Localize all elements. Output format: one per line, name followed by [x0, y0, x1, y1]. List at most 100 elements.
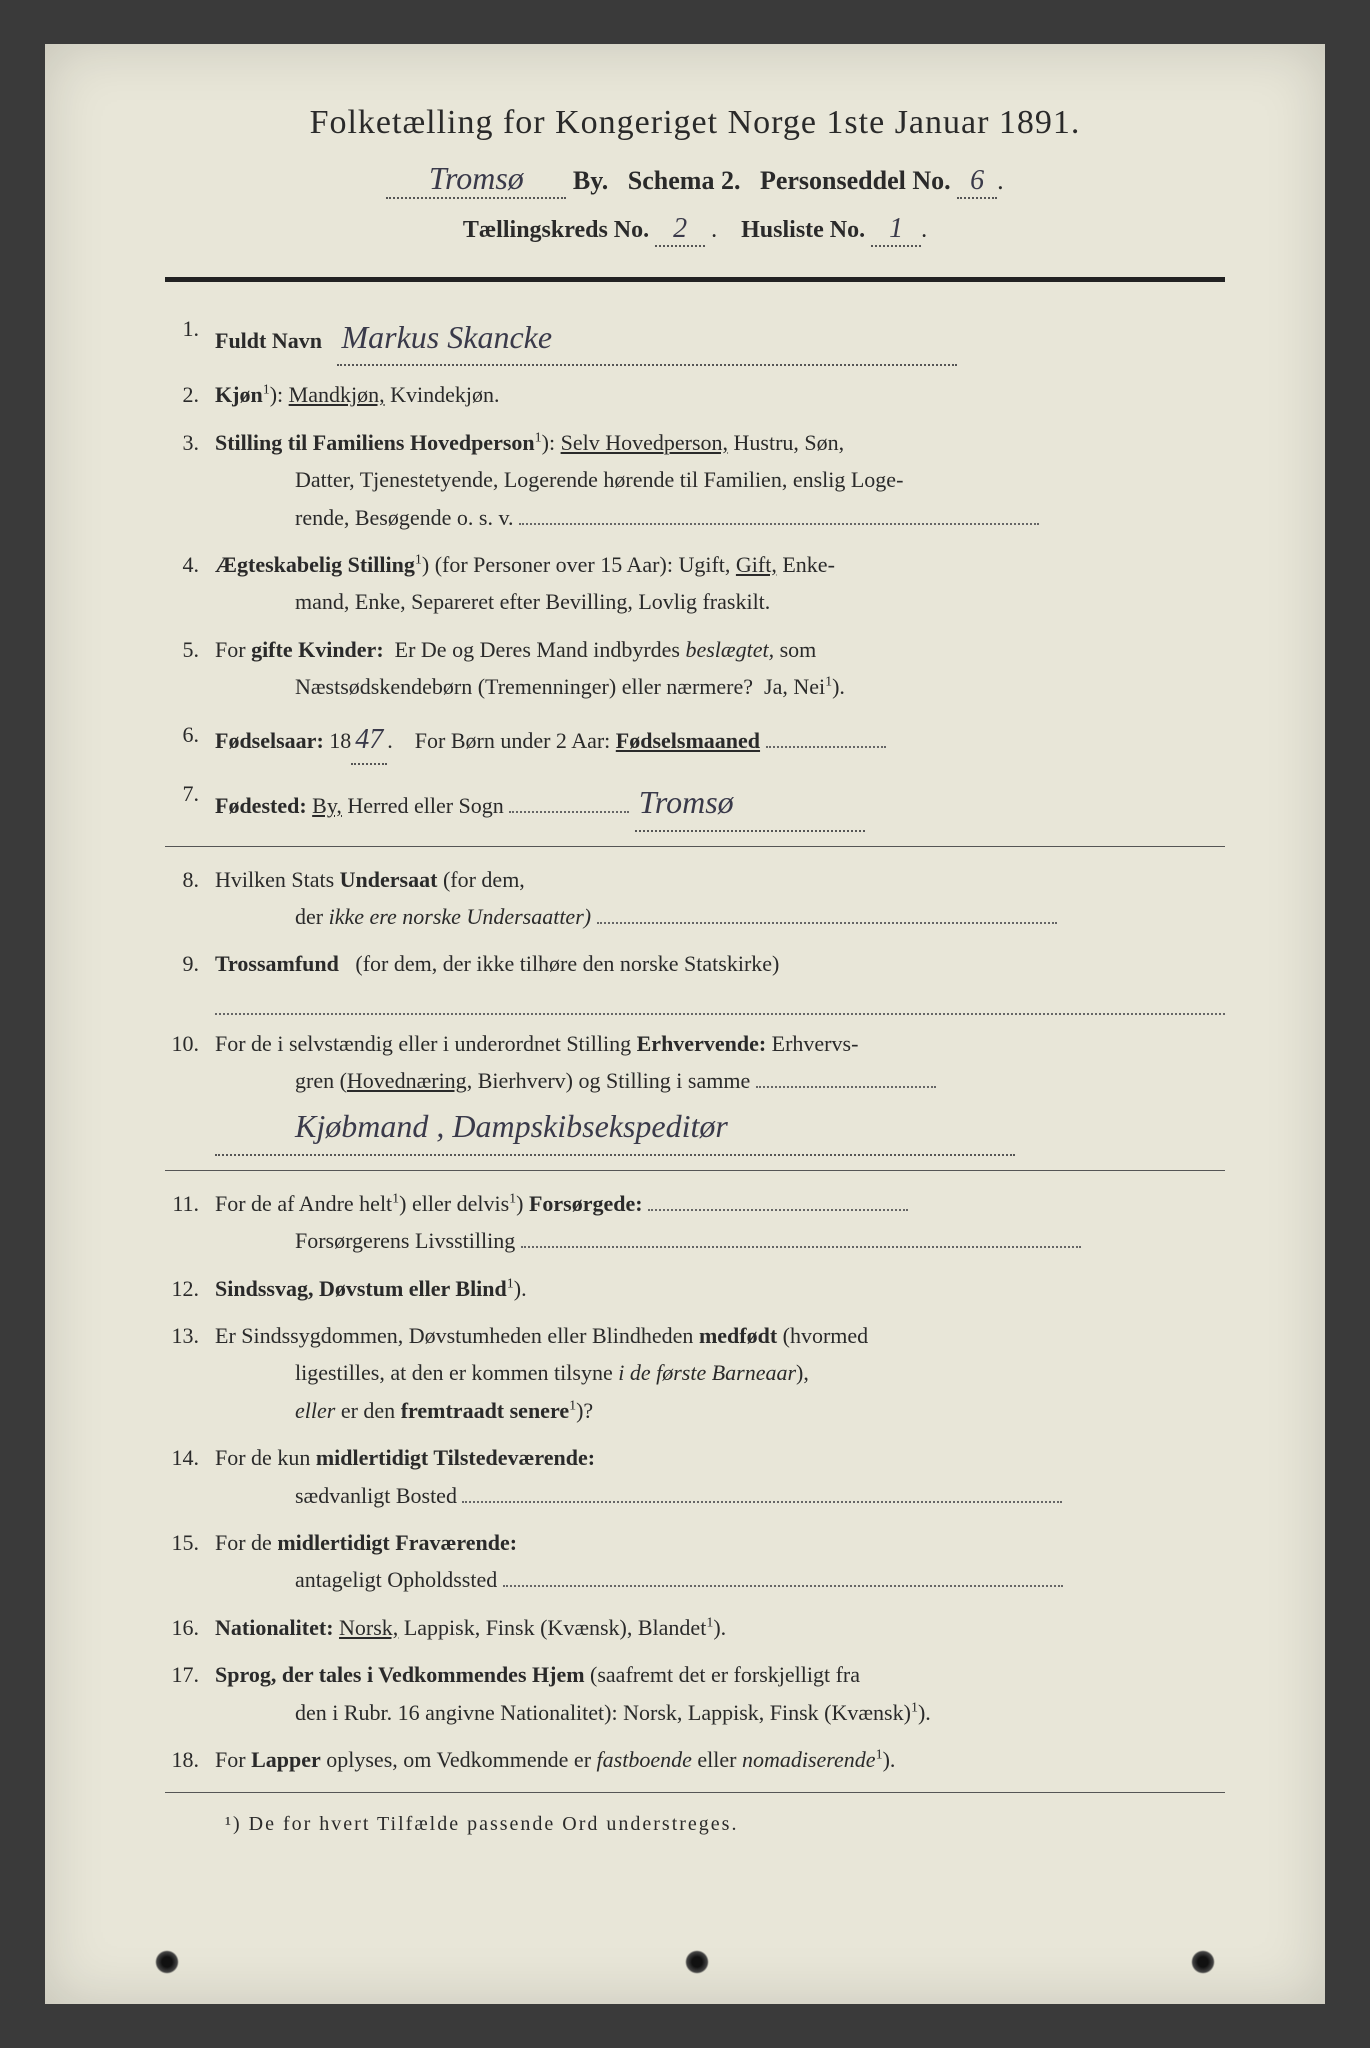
- item-2: 2. Kjøn1): Mandkjøn, Kvindekjøn.: [165, 376, 1225, 413]
- text: Sindssvag, Døvstum eller Blind: [215, 1276, 507, 1301]
- text: (saafremt det er forskjelligt fra: [590, 1662, 860, 1687]
- form-title: Folketælling for Kongeriget Norge 1ste J…: [165, 104, 1225, 142]
- birthplace-hw: Tromsø: [635, 775, 865, 831]
- item-number: 14.: [165, 1439, 215, 1514]
- occupation-hw: Kjøbmand , Dampskibsekspeditør: [215, 1099, 1015, 1155]
- text: Næstsødskendebørn (Tremenninger) eller n…: [215, 668, 1225, 705]
- text: For Børn under 2 Aar:: [415, 728, 611, 753]
- item-number: 6.: [165, 716, 215, 766]
- option-kvindekjon: Kvindekjøn.: [390, 382, 499, 407]
- item-3: 3. Stilling til Familiens Hovedperson1):…: [165, 424, 1225, 536]
- text: (for dem, der ikke tilhøre den norske St…: [355, 951, 779, 976]
- item-10: 10. For de i selvstændig eller i underor…: [165, 1025, 1225, 1156]
- label-stilling: Stilling til Familiens Hovedperson: [215, 430, 535, 455]
- text: For gifte Kvinder: Er De og Deres Mand i…: [215, 637, 816, 662]
- footnote: ¹) De for hvert Tilfælde passende Ord un…: [165, 1813, 1225, 1836]
- selected-by: By,: [312, 793, 342, 818]
- city-handwritten: Tromsø: [386, 160, 566, 199]
- label-trossamfund: Trossamfund: [215, 951, 339, 976]
- item-number: 16.: [165, 1609, 215, 1646]
- item-number: 15.: [165, 1524, 215, 1599]
- text: den i Rubr. 16 angivne Nationalitet): No…: [215, 1694, 1225, 1731]
- item-17: 17. Sprog, der tales i Vedkommendes Hjem…: [165, 1656, 1225, 1731]
- selected-gift: Gift,: [736, 552, 777, 577]
- schema-label: Schema 2.: [628, 166, 741, 195]
- item-number: 4.: [165, 546, 215, 621]
- item-16: 16. Nationalitet: Norsk, Lappisk, Finsk …: [165, 1609, 1225, 1646]
- personseddel-no: 6: [957, 165, 997, 199]
- item-number: 7.: [165, 775, 215, 831]
- item-6: 6. Fødselsaar: 1847. For Børn under 2 Aa…: [165, 716, 1225, 766]
- item-14: 14. For de kun midlertidigt Tilstedevære…: [165, 1439, 1225, 1514]
- text: sædvanligt Bosted: [215, 1477, 1225, 1514]
- husliste-no: 1: [871, 213, 921, 247]
- label-kjon: Kjøn: [215, 382, 263, 407]
- taellingskreds-label: Tællingskreds No.: [463, 217, 649, 243]
- item-12: 12. Sindssvag, Døvstum eller Blind1).: [165, 1270, 1225, 1307]
- form-items: 1. Fuldt Navn Markus Skancke 2. Kjøn1): …: [165, 310, 1225, 1778]
- label-fodested: Fødested:: [215, 793, 307, 818]
- year-hw: 47: [351, 716, 387, 766]
- item-number: 9.: [165, 945, 215, 1014]
- header-line-2: Tromsø By. Schema 2. Personseddel No. 6.: [165, 160, 1225, 199]
- item-number: 11.: [165, 1185, 215, 1260]
- item-5: 5. For gifte Kvinder: Er De og Deres Man…: [165, 631, 1225, 706]
- text: antageligt Opholdssted: [215, 1561, 1225, 1598]
- text: Forsørgerens Livsstilling: [215, 1222, 1225, 1259]
- separator: [165, 1170, 1225, 1171]
- taellingskreds-no: 2: [655, 213, 705, 247]
- item-number: 3.: [165, 424, 215, 536]
- text: Ugift,: [678, 552, 735, 577]
- item-number: 2.: [165, 376, 215, 413]
- footer-rule: [165, 1792, 1225, 1793]
- selected-hovedperson: Selv Hovedperson,: [561, 430, 728, 455]
- text: For de i selvstændig eller i underordnet…: [215, 1031, 858, 1056]
- item-number: 12.: [165, 1270, 215, 1307]
- census-form-page: Folketælling for Kongeriget Norge 1ste J…: [45, 44, 1325, 2004]
- binding-hole-icon: [155, 1950, 179, 1974]
- text: rende, Besøgende o. s. v.: [215, 499, 1225, 536]
- header-line-3: Tællingskreds No. 2 . Husliste No. 1.: [165, 213, 1225, 247]
- text: der ikke ere norske Undersaatter): [215, 898, 1225, 935]
- label-sprog: Sprog, der tales i Vedkommendes Hjem: [215, 1662, 585, 1687]
- city-label: By.: [573, 166, 608, 195]
- selected-mandkjon: Mandkjøn,: [289, 382, 385, 407]
- item-number: 17.: [165, 1656, 215, 1731]
- text: For Lapper oplyses, om Vedkommende er fa…: [215, 1747, 895, 1772]
- separator: [165, 846, 1225, 847]
- item-9: 9. Trossamfund (for dem, der ikke tilhør…: [165, 945, 1225, 1014]
- binding-hole-icon: [1191, 1950, 1215, 1974]
- text: mand, Enke, Separeret efter Bevilling, L…: [215, 583, 1225, 620]
- text: Hustru, Søn,: [734, 430, 845, 455]
- item-number: 13.: [165, 1317, 215, 1429]
- paren: (for Personer over 15 Aar):: [435, 552, 673, 577]
- text: Er Sindssygdommen, Døvstumheden eller Bl…: [215, 1323, 868, 1348]
- selected-norsk: Norsk,: [339, 1615, 398, 1640]
- item-number: 8.: [165, 861, 215, 936]
- text: ligestilles, at den er kommen tilsyne i …: [215, 1354, 1225, 1391]
- item-number: 10.: [165, 1025, 215, 1156]
- item-number: 1.: [165, 310, 215, 366]
- item-number: 5.: [165, 631, 215, 706]
- text: Enke-: [782, 552, 835, 577]
- item-number: 18.: [165, 1741, 215, 1778]
- personseddel-label: Personseddel No.: [760, 166, 951, 195]
- label-fuldt-navn: Fuldt Navn: [215, 328, 322, 353]
- item-4: 4. Ægteskabelig Stilling1) (for Personer…: [165, 546, 1225, 621]
- item-1: 1. Fuldt Navn Markus Skancke: [165, 310, 1225, 366]
- year-prefix: 18: [329, 728, 351, 753]
- label-nationalitet: Nationalitet:: [215, 1615, 334, 1640]
- header-rule: [165, 277, 1225, 282]
- label-fodselsmaaned: Fødselsmaaned: [616, 728, 760, 753]
- text: gren (Hovednæring, Bierhverv) og Stillin…: [215, 1062, 1225, 1099]
- form-header: Folketælling for Kongeriget Norge 1ste J…: [165, 104, 1225, 247]
- item-15: 15. For de midlertidigt Fraværende: anta…: [165, 1524, 1225, 1599]
- item-11: 11. For de af Andre helt1) eller delvis1…: [165, 1185, 1225, 1260]
- item-7: 7. Fødested: By, Herred eller Sogn Troms…: [165, 775, 1225, 831]
- text: For de midlertidigt Fraværende:: [215, 1530, 517, 1555]
- text: Hvilken Stats Undersaat (for dem,: [215, 867, 525, 892]
- item-13: 13. Er Sindssygdommen, Døvstumheden elle…: [165, 1317, 1225, 1429]
- item-8: 8. Hvilken Stats Undersaat (for dem, der…: [165, 861, 1225, 936]
- item-18: 18. For Lapper oplyses, om Vedkommende e…: [165, 1741, 1225, 1778]
- text: For de kun midlertidigt Tilstedeværende:: [215, 1445, 595, 1470]
